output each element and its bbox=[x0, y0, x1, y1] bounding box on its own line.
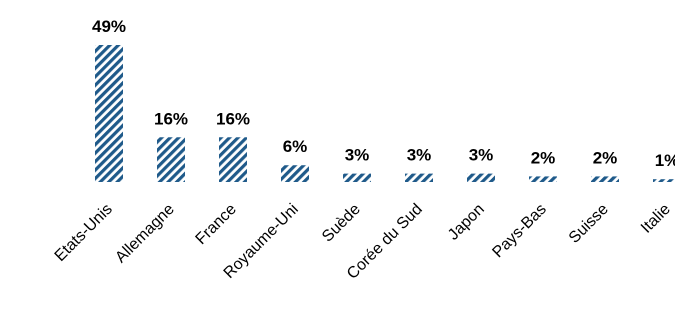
category-label: Pays-Bas bbox=[489, 201, 549, 261]
data-label: 3% bbox=[407, 146, 432, 165]
data-label: 49% bbox=[92, 17, 126, 36]
bar-france bbox=[219, 137, 247, 182]
category-label: France bbox=[193, 201, 240, 248]
data-label: 16% bbox=[154, 109, 188, 128]
category-label: Suède bbox=[319, 201, 364, 246]
bar-suisse bbox=[591, 176, 619, 182]
category-label: Italie bbox=[638, 201, 674, 237]
category-label: Etats-Unis bbox=[52, 201, 116, 265]
bars-layer bbox=[95, 45, 675, 182]
bar-su-de bbox=[343, 173, 371, 182]
bar-japon bbox=[467, 173, 495, 182]
data-label: 3% bbox=[345, 146, 370, 165]
data-label: 6% bbox=[283, 137, 308, 156]
bar-cor-e-du-sud bbox=[405, 173, 433, 182]
data-label: 16% bbox=[216, 109, 250, 128]
data-labels-layer: 49% 16% 16% 6% 3% 3% 3% 2% 2% 1% bbox=[92, 17, 675, 170]
data-label: 1% bbox=[655, 151, 675, 170]
bar-royaume-uni bbox=[281, 165, 309, 182]
category-label: Suisse bbox=[566, 201, 612, 247]
bar-etats-unis bbox=[95, 45, 123, 182]
bar-italie bbox=[653, 179, 675, 182]
data-label: 3% bbox=[469, 146, 494, 165]
category-label: Allemagne bbox=[112, 201, 178, 267]
data-label: 2% bbox=[531, 148, 556, 167]
data-label: 2% bbox=[593, 148, 618, 167]
category-label: Japon bbox=[445, 201, 488, 244]
bar-pays-bas bbox=[529, 176, 557, 182]
bar-allemagne bbox=[157, 137, 185, 182]
